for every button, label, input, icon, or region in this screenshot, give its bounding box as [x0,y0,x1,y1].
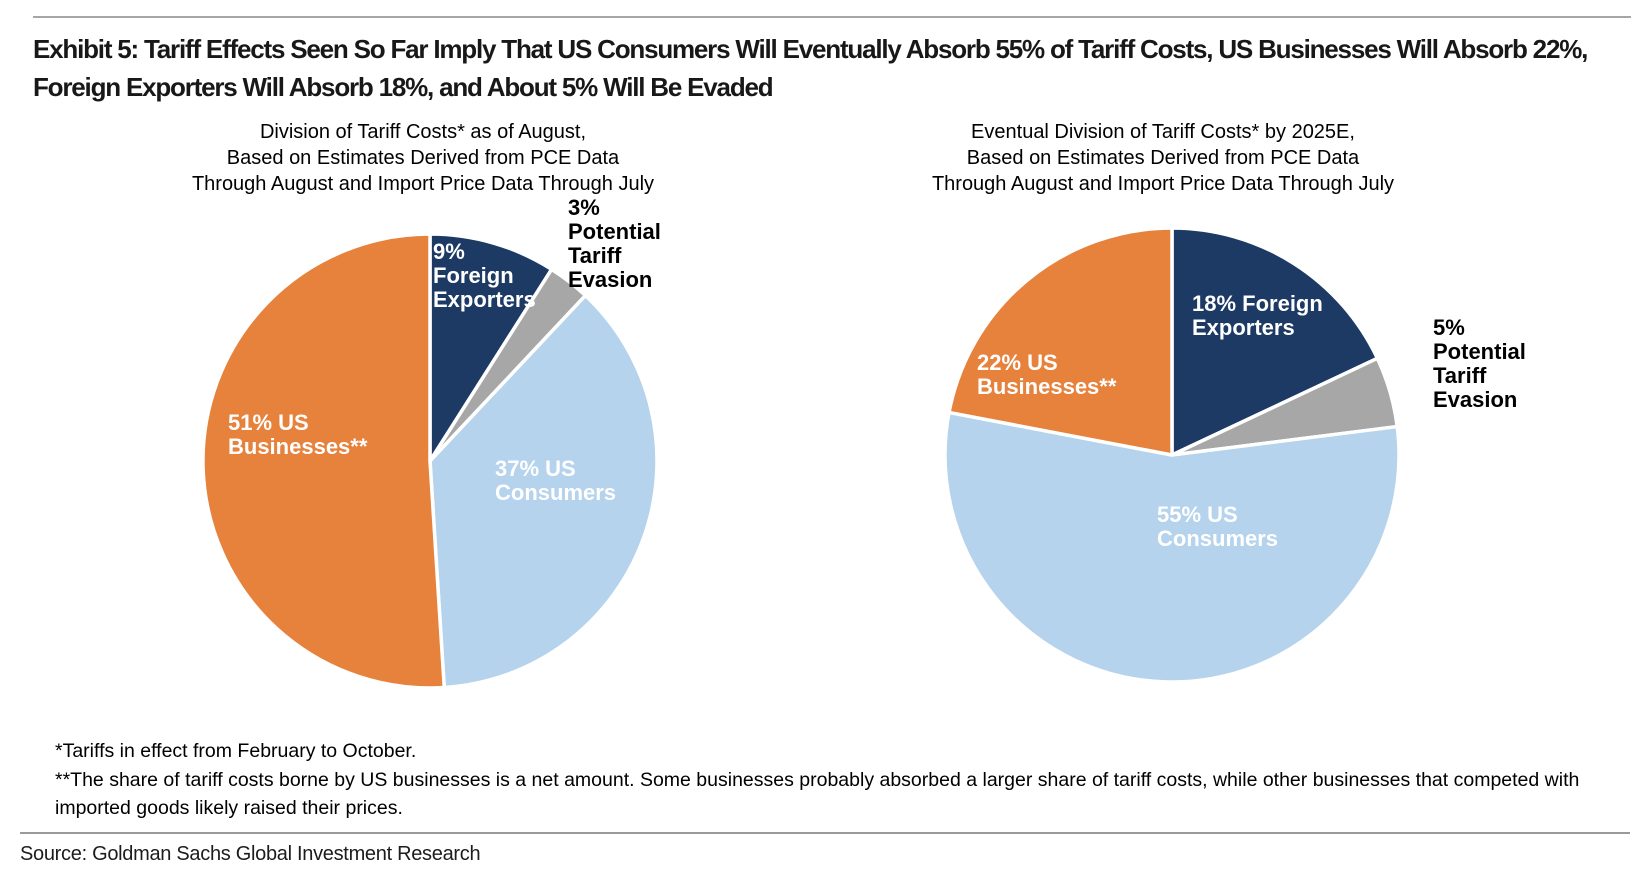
pie-slice-us-businesses [201,232,446,690]
right-pie-label-us-businesses: 22% US Businesses** [977,350,1117,399]
right-pie-title: Eventual Division of Tariff Costs* by 20… [931,121,1395,195]
right-pie-label-potential-tariff-evasion: 5% Potential Tariff Evasion [1433,315,1526,412]
source-line: Source: Goldman Sachs Global Investment … [20,843,481,865]
left-pie-label-us-businesses: 51% US Businesses** [228,410,368,459]
left-pie-label-foreign-exporters: 9% Foreign Exporters [433,239,536,312]
source-divider [20,832,1630,834]
pie-slice-us-consumers [943,410,1401,684]
left-pie-chart [201,232,659,690]
right-pie-chart [943,226,1401,684]
top-divider [33,16,1631,18]
left-pie-label-potential-tariff-evasion: 3% Potential Tariff Evasion [568,195,661,292]
pie-slice-foreign-exporters [1170,226,1380,457]
exhibit-title: Exhibit 5: Tariff Effects Seen So Far Im… [33,34,1588,102]
pie-slice-us-consumers [428,293,659,690]
right-pie-label-foreign-exporters: 18% Foreign Exporters [1192,291,1323,340]
pie-slice-foreign-exporters [428,232,554,463]
left-pie-label-us-consumers: 37% US Consumers [495,456,617,505]
left-pie-title: Division of Tariff Costs* as of August, … [191,121,655,195]
footnotes: *Tariffs in effect from February to Octo… [55,740,1580,819]
right-pie-label-us-consumers: 55% US Consumers [1157,502,1279,551]
pie-slice-us-businesses [947,226,1174,457]
